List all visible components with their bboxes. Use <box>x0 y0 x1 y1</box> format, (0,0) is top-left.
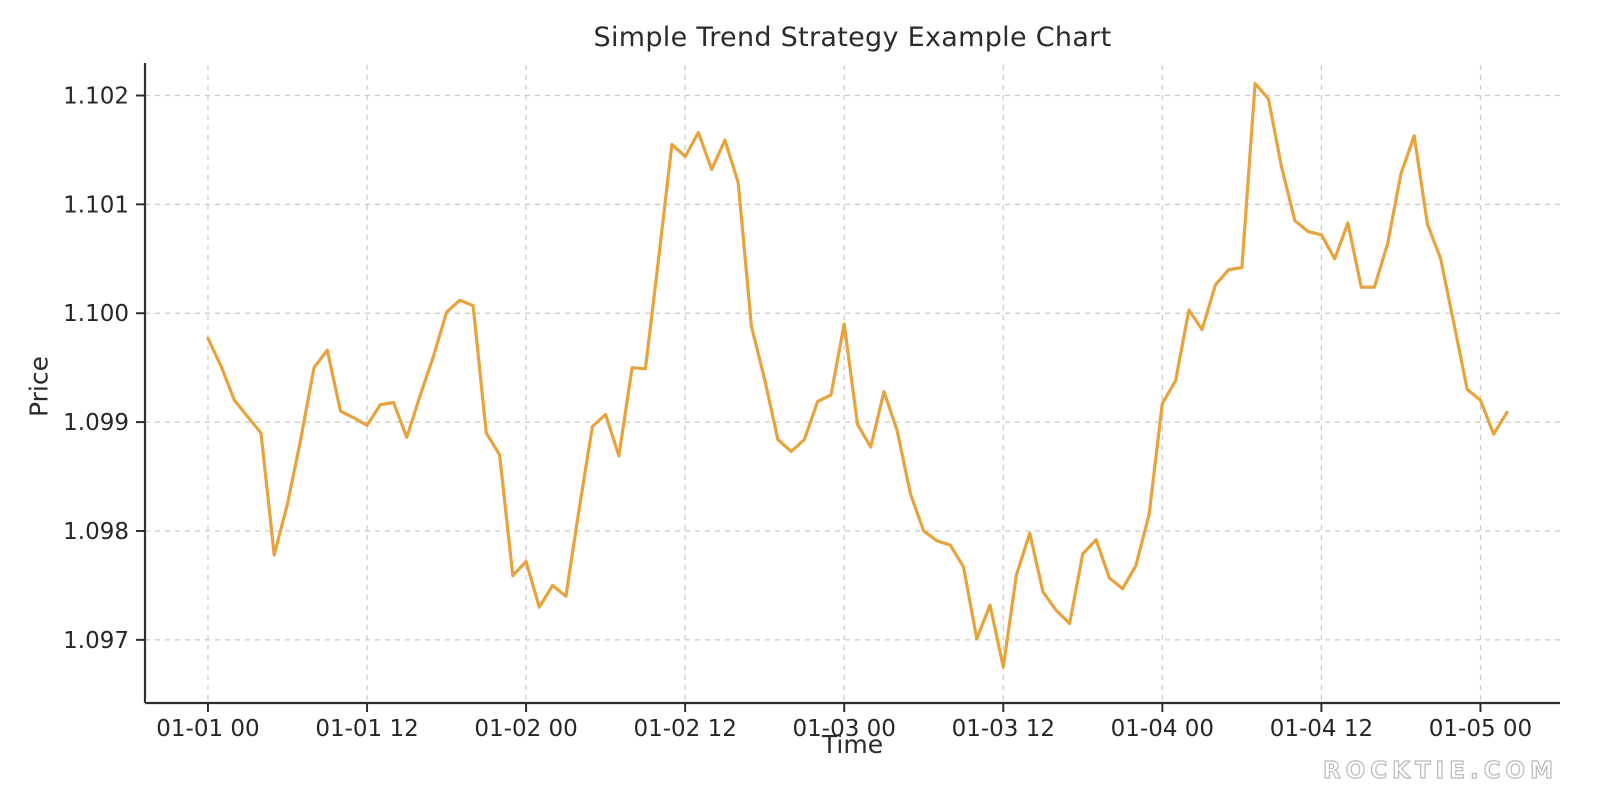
x-axis-label: Time <box>821 730 884 759</box>
y-tick-label: 1.102 <box>63 83 129 109</box>
x-tick-label: 01-02 00 <box>474 716 577 742</box>
x-tick-label: 01-01 12 <box>315 716 418 742</box>
x-tick-label: 01-05 00 <box>1429 716 1532 742</box>
x-tick-label: 01-04 00 <box>1111 716 1214 742</box>
y-tick-label: 1.098 <box>63 519 129 545</box>
x-tick-label: 01-03 12 <box>952 716 1055 742</box>
x-tick-label: 01-04 12 <box>1270 716 1373 742</box>
y-tick-label: 1.097 <box>63 628 129 654</box>
x-tick-label: 01-01 00 <box>156 716 259 742</box>
y-tick-label: 1.099 <box>63 410 129 436</box>
y-tick-label: 1.101 <box>63 192 129 218</box>
y-axis-label: Price <box>24 356 54 417</box>
x-tick-label: 01-02 12 <box>633 716 736 742</box>
price-series-line <box>206 81 1509 669</box>
x-tick-label: 01-03 00 <box>793 716 896 742</box>
chart-title: Simple Trend Strategy Example Chart <box>593 22 1112 53</box>
y-tick-label: 1.100 <box>63 301 129 327</box>
watermark-text: ROCKTIE.COM <box>1322 757 1558 784</box>
